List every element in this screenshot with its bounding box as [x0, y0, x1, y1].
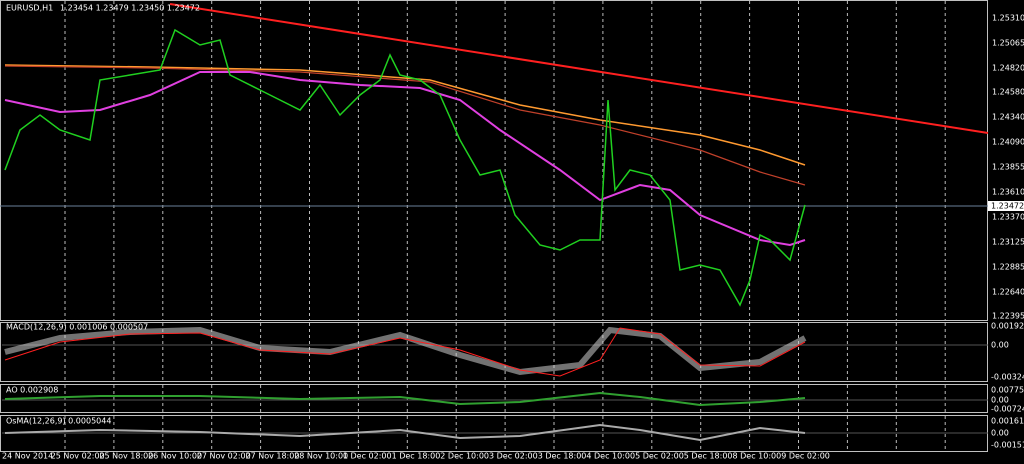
time-label: 4 Dec 10:00	[586, 452, 635, 461]
time-label: 24 Nov 2014	[2, 452, 53, 461]
osma-axis-label: -0.00151	[991, 441, 1024, 450]
ma-mid	[4, 65, 806, 186]
macd-pane	[0, 322, 988, 382]
time-label: 5 Dec 02:00	[635, 452, 684, 461]
osma-axis-label: 0.00	[991, 429, 1009, 438]
time-label: 3 Dec 02:00	[489, 452, 538, 461]
time-label: 8 Dec 10:00	[733, 452, 782, 461]
ao-axis-label: -0.00724	[991, 405, 1024, 414]
price-label: 1.24340	[992, 113, 1024, 122]
time-label: 26 Nov 10:00	[148, 452, 202, 461]
quote: 1.23454 1.23479 1.23450 1.23472	[60, 4, 200, 13]
price-label: 1.22640	[992, 288, 1024, 297]
time-label: 27 Nov 18:00	[246, 452, 300, 461]
ao-pane	[0, 384, 988, 413]
time-label: 5 Dec 18:00	[684, 452, 733, 461]
price-label: 1.25065	[992, 39, 1024, 48]
price-label: 1.22885	[992, 263, 1024, 272]
price-label: 1.24820	[992, 64, 1024, 73]
price-label: 1.23610	[992, 188, 1024, 197]
ao-axis-label: 0.007759	[991, 386, 1024, 395]
trend-line	[169, 3, 989, 134]
macd-signal	[4, 327, 806, 377]
osma-axis-label: 0.00161	[991, 417, 1024, 426]
price-label: 1.24090	[992, 138, 1024, 147]
time-label: 2 Dec 10:00	[440, 452, 489, 461]
time-label: 1 Dec 02:00	[343, 452, 392, 461]
price-label: 1.23370	[992, 213, 1024, 222]
ma-fast	[4, 71, 806, 247]
current-price: 1.23472	[991, 202, 1024, 211]
price-series	[4, 28, 806, 307]
price-label: 1.23855	[992, 163, 1024, 172]
current-price-box	[988, 201, 1024, 211]
main-pane	[0, 0, 988, 321]
time-label: 3 Dec 18:00	[538, 452, 587, 461]
price-label: 1.23125	[992, 238, 1024, 247]
time-label: 25 Nov 02:00	[51, 452, 105, 461]
time-label: 27 Nov 02:00	[197, 452, 251, 461]
time-label: 9 Dec 02:00	[781, 452, 830, 461]
time-label: 1 Dec 18:00	[392, 452, 441, 461]
osma-label: OsMA(12,26,9) 0.0005044	[6, 417, 111, 426]
macd-label: MACD(12,26,9) 0.001006 0.000507	[6, 323, 148, 332]
macd-axis-label: 0.001929	[991, 322, 1024, 331]
macd-axis-label: 0.00	[991, 341, 1009, 350]
macd-axis-label: -0.00324	[991, 373, 1024, 382]
price-label: 1.22395	[992, 312, 1024, 321]
symbol: EURUSD,H1	[6, 4, 53, 13]
macd-histogram	[4, 326, 807, 376]
price-label: 1.25310	[992, 14, 1024, 23]
time-label: 25 Nov 18:00	[99, 452, 153, 461]
ao-label: AO 0.002908	[6, 386, 58, 395]
ao-histogram	[4, 391, 806, 407]
osma-histogram	[4, 423, 806, 442]
ao-axis-label: 0.00	[991, 396, 1009, 405]
ma-slow	[4, 64, 806, 166]
time-label: 28 Nov 10:00	[294, 452, 348, 461]
price-label: 1.24580	[992, 88, 1024, 97]
